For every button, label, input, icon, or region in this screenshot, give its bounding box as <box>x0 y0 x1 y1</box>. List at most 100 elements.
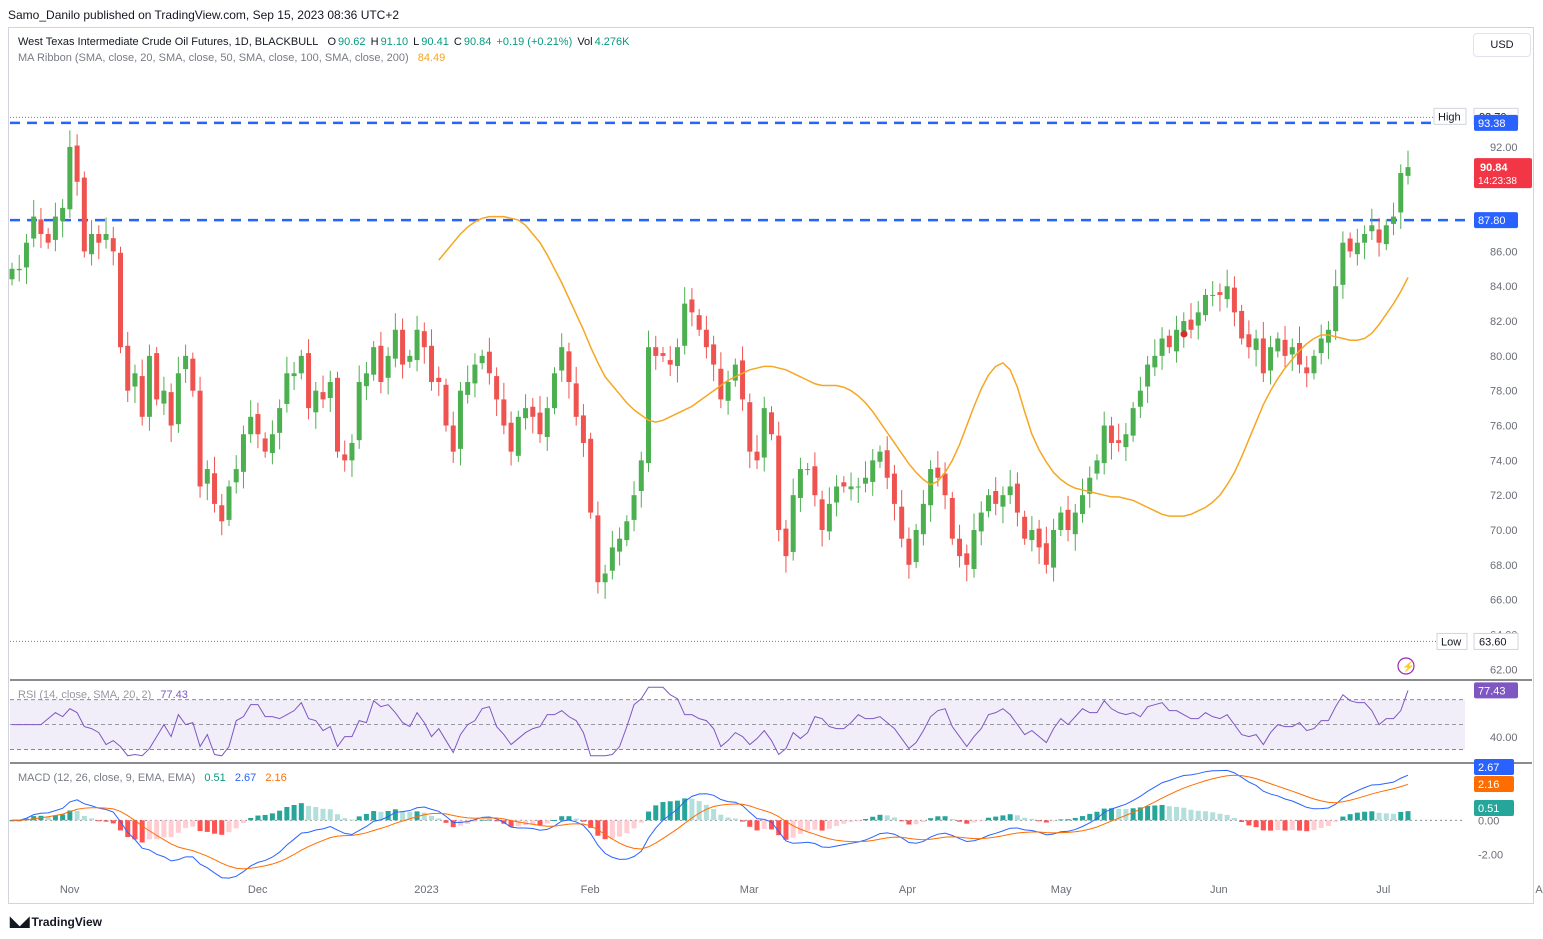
macd-hist-bar <box>566 816 572 821</box>
macd-hist-bar <box>1195 810 1201 821</box>
tradingview-logo[interactable]: ◣◢ TradingView <box>10 913 102 930</box>
macd-hist-bar <box>609 820 615 839</box>
rsi-label: RSI (14, close, SMA, 20, 2) <box>18 689 152 701</box>
macd-hist-bar <box>363 813 369 821</box>
macd-hist-bar <box>747 820 753 827</box>
macd-hist-bar <box>855 820 861 822</box>
candle-body <box>1014 483 1020 513</box>
lightning-glyph: ⚡ <box>1402 660 1414 673</box>
macd-line-badge: 2.67 <box>1478 762 1499 774</box>
symbol-legend[interactable]: West Texas Intermediate Crude Oil Future… <box>18 36 632 48</box>
macd-hist-bar <box>660 802 666 821</box>
candle-body <box>1347 238 1353 252</box>
macd-hist-bar <box>443 820 449 823</box>
macd-hist-bar <box>240 820 246 824</box>
lightning-icon <box>1397 657 1415 675</box>
candle-body <box>371 347 377 375</box>
macd-hist-bar <box>1325 820 1331 826</box>
candle-body <box>957 538 963 557</box>
time-axis-label: Mar <box>740 884 759 896</box>
macd-hist-bar <box>978 820 984 822</box>
candle-body <box>479 355 485 364</box>
macd-hist-bar <box>928 818 934 821</box>
currency-button[interactable]: USD <box>1473 33 1531 57</box>
candle-body <box>1318 338 1324 354</box>
symbol-title: West Texas Intermediate Crude Oil Future… <box>18 36 319 48</box>
macd-hist-bar <box>45 816 51 821</box>
candle-body <box>255 414 261 435</box>
candle-body <box>884 450 890 478</box>
macd-hist-bar <box>703 804 709 821</box>
macd-hist-bar <box>1224 814 1230 821</box>
macd-hist-bar <box>1181 807 1187 821</box>
time-axis-label: Nov <box>60 884 80 896</box>
macd-hist-bar <box>1116 808 1122 821</box>
macd-hist-bar <box>298 803 304 821</box>
candle-body <box>132 373 138 387</box>
candle-body <box>1188 319 1194 330</box>
macd-hist-bar <box>334 814 340 821</box>
macd-hist-bar <box>1022 817 1028 821</box>
candle-body <box>1391 216 1397 224</box>
candle-body <box>183 355 189 370</box>
macd-hist-bar <box>262 814 268 821</box>
macd-hist-bar <box>110 820 116 824</box>
macd-hist-bar <box>797 820 803 834</box>
legend-low-label: L <box>413 36 420 48</box>
rsi-value-badge: 77.43 <box>1478 685 1506 697</box>
macd-hist-bar <box>407 811 413 821</box>
macd-hist-bar <box>1166 806 1172 821</box>
time-axis-label: Aug <box>1535 884 1543 896</box>
candle-body <box>1152 355 1158 368</box>
candle-body <box>609 547 615 571</box>
candle-body <box>1051 530 1057 568</box>
candle-body <box>457 390 463 449</box>
rsi-value-badge-bg <box>1474 682 1518 699</box>
macd-signal-value: 2.16 <box>265 772 287 784</box>
candle-body <box>964 553 970 565</box>
price-axis-tick: 78.00 <box>1490 386 1518 398</box>
candle-body <box>834 486 840 503</box>
macd-hist-bar <box>204 820 210 832</box>
macd-legend[interactable]: MACD (12, 26, close, 9, EMA, EMA) 0.51 2… <box>18 772 289 784</box>
price-axis-tick: 68.00 <box>1490 560 1518 572</box>
macd-hist-bar <box>942 816 948 821</box>
candle-body <box>725 382 731 401</box>
candle-body <box>9 268 15 280</box>
macd-hist-bar <box>125 820 131 838</box>
macd-hist-bar <box>964 820 970 824</box>
candle-body <box>1116 440 1122 443</box>
candle-body <box>855 486 861 488</box>
candle-body <box>913 530 919 563</box>
candle-body <box>826 503 832 532</box>
candle-body <box>1405 167 1411 176</box>
macd-hist-bar <box>52 815 58 821</box>
candle-body <box>551 373 557 409</box>
macd-hist-bar <box>776 820 782 836</box>
macd-hist-bar <box>139 820 145 843</box>
macd-hist-bar <box>190 820 196 827</box>
candle-body <box>971 530 977 570</box>
macd-hist-bar <box>479 819 485 821</box>
candle-body <box>146 355 152 417</box>
time-axis-label: May <box>1051 884 1072 896</box>
rsi-legend[interactable]: RSI (14, close, SMA, 20, 2) 77.43 <box>18 689 190 701</box>
candle-body <box>45 234 51 243</box>
candle-body <box>269 434 275 454</box>
macd-hist-bar <box>1297 820 1303 831</box>
macd-hist-bar <box>1318 820 1324 829</box>
macd-hist-bar <box>631 820 637 829</box>
macd-hist-bar <box>385 810 391 821</box>
macd-hist-bar <box>327 809 333 821</box>
candle-body <box>429 345 435 382</box>
macd-hist-bar <box>1058 819 1064 821</box>
candle-body <box>1325 329 1331 343</box>
candle-body <box>747 402 753 452</box>
macd-hist-bar <box>494 820 500 822</box>
ma-ribbon-legend[interactable]: MA Ribbon (SMA, close, 20, SMA, close, 5… <box>18 52 447 64</box>
candle-body <box>653 347 659 356</box>
candle-body <box>277 408 283 433</box>
candle-body <box>139 376 145 417</box>
macd-hist-bar <box>291 804 297 821</box>
